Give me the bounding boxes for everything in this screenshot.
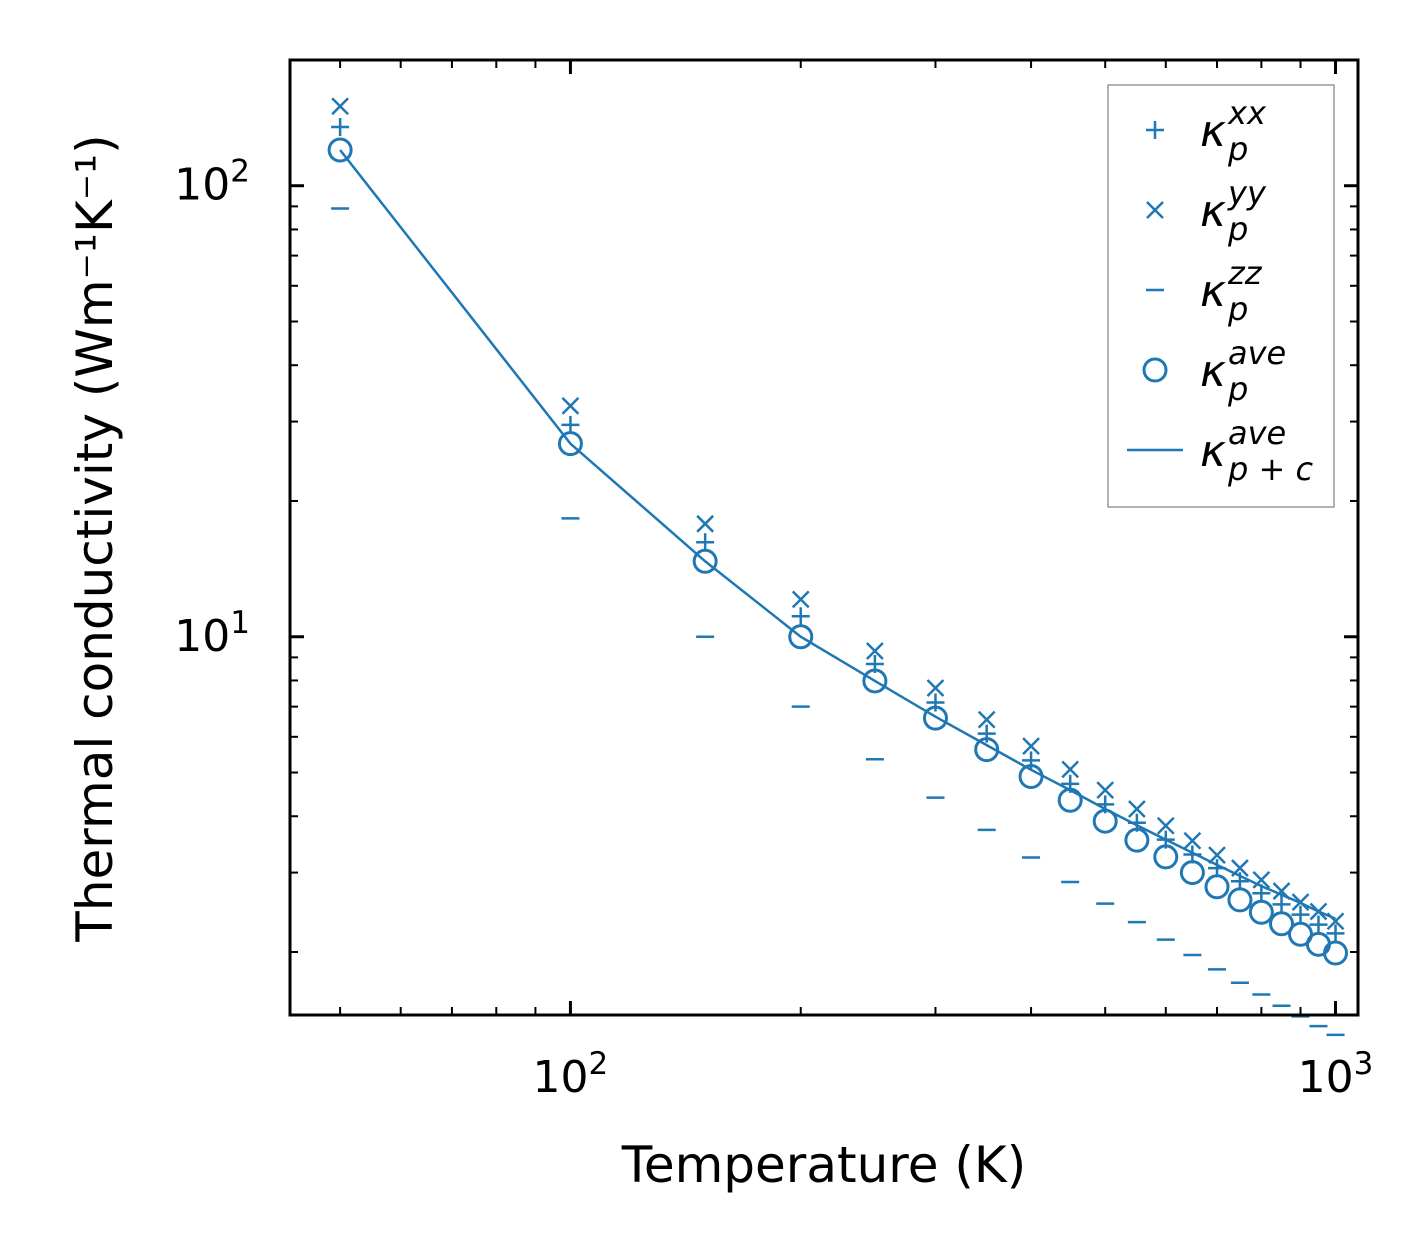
point-kyy bbox=[1208, 846, 1226, 864]
point-kave bbox=[1269, 911, 1295, 937]
legend-label-kpc: κ bbox=[1200, 426, 1226, 477]
point-kxx bbox=[1272, 895, 1291, 914]
x-axis-title: Temperature (K) bbox=[621, 1136, 1026, 1194]
point-kave bbox=[1248, 899, 1274, 925]
legend-markers bbox=[1127, 121, 1183, 452]
legend-marker-kyy bbox=[1146, 201, 1164, 219]
legend-label-kyy: κ bbox=[1200, 186, 1226, 237]
legend-frame bbox=[1107, 84, 1335, 508]
legend-sup-kave: ave bbox=[1228, 334, 1286, 372]
point-kave bbox=[327, 137, 353, 163]
legend-sub-kxx: p bbox=[1227, 130, 1248, 168]
point-kxx bbox=[1309, 915, 1328, 934]
point-kyy bbox=[791, 590, 810, 609]
point-kyy bbox=[1156, 816, 1175, 835]
legend-sub-kave: p bbox=[1227, 370, 1248, 408]
legend-sup-kyy: yy bbox=[1227, 174, 1267, 212]
point-kave bbox=[788, 624, 814, 650]
point-kxx bbox=[331, 117, 350, 136]
x-tick-label: 103 bbox=[1298, 1046, 1374, 1103]
axes-frame bbox=[288, 58, 1360, 1017]
legend-sub-kzz: p bbox=[1227, 290, 1248, 328]
y-tick-label: 101 bbox=[174, 605, 250, 662]
legend-sub-kyy: p bbox=[1227, 210, 1248, 248]
point-kave bbox=[1179, 860, 1205, 886]
series-kyy bbox=[331, 97, 1345, 931]
point-kyy bbox=[926, 679, 945, 697]
legend-sup-kxx: xx bbox=[1227, 94, 1267, 132]
legend-label-kzz: κ bbox=[1200, 266, 1226, 317]
point-kave bbox=[1227, 887, 1253, 913]
legend-sup-kzz: zz bbox=[1227, 254, 1263, 292]
point-kave bbox=[1204, 874, 1230, 900]
point-kxx bbox=[696, 533, 715, 552]
series-kzz bbox=[331, 207, 1345, 1037]
point-kave bbox=[1124, 827, 1150, 853]
point-kxx bbox=[1291, 905, 1310, 924]
y-tick-label: 102 bbox=[174, 154, 250, 211]
point-kxx bbox=[561, 415, 580, 434]
legend-label-kxx: κ bbox=[1200, 106, 1226, 157]
point-kyy bbox=[1127, 800, 1146, 818]
legend-marker-kxx bbox=[1146, 121, 1164, 139]
y-axis-title: Thermal conductivity (Wm⁻¹K⁻¹) bbox=[66, 134, 124, 942]
x-tick-label: 102 bbox=[533, 1046, 609, 1103]
point-kyy bbox=[866, 642, 884, 660]
tick-labels: 102 103 101 102 bbox=[174, 154, 1373, 1103]
point-kave bbox=[692, 548, 718, 574]
point-kyy bbox=[1061, 760, 1080, 779]
legend-sup-kpc: ave bbox=[1228, 414, 1286, 452]
point-kxx bbox=[791, 607, 810, 626]
point-kyy bbox=[561, 396, 580, 415]
point-kyy bbox=[331, 97, 349, 116]
point-kyy bbox=[696, 514, 715, 533]
point-kave bbox=[862, 668, 888, 694]
point-kave bbox=[557, 431, 583, 457]
legend-label-kave: κ bbox=[1200, 346, 1226, 397]
point-kyy bbox=[1252, 871, 1271, 889]
point-kave bbox=[1153, 844, 1179, 870]
point-kave bbox=[974, 737, 1000, 763]
point-kyy bbox=[1183, 831, 1202, 850]
point-kave bbox=[922, 705, 948, 731]
point-kxx bbox=[1326, 924, 1345, 943]
major-ticks bbox=[290, 60, 1358, 1015]
legend-sub-kpc: p + c bbox=[1227, 450, 1313, 488]
series-kpc bbox=[339, 149, 1337, 920]
point-kyy bbox=[1022, 737, 1040, 756]
point-kyy bbox=[1096, 781, 1115, 800]
legend-marker-kave bbox=[1142, 357, 1168, 383]
point-kyy bbox=[977, 710, 996, 729]
plot-area bbox=[327, 97, 1349, 1037]
point-kave bbox=[1323, 940, 1349, 966]
series-line-kpc bbox=[339, 149, 1337, 920]
